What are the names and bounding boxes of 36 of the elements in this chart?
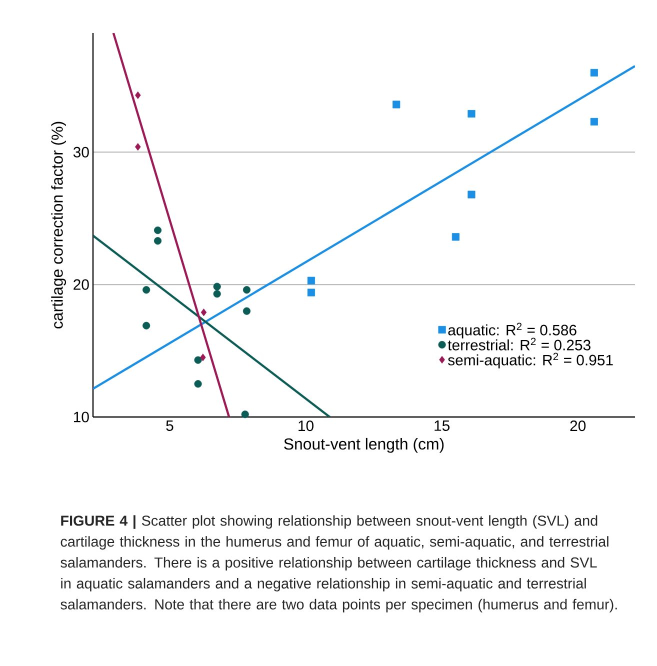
point: [200, 308, 207, 316]
y-tick-label: 10: [74, 412, 89, 422]
legend-label: aquatic: R$^{2}$ = 0.586: [448, 322, 576, 338]
point: [213, 282, 221, 290]
point: [392, 100, 400, 108]
point: [452, 233, 460, 241]
point: [154, 237, 162, 245]
point: [200, 354, 206, 362]
point: [142, 286, 150, 294]
point: [194, 356, 202, 364]
point: [590, 118, 598, 126]
point: [468, 190, 476, 198]
x-tick-label: 20: [570, 420, 586, 432]
legend-label: terrestrial: R$^{2}$ = 0.253: [448, 338, 590, 350]
point: [213, 290, 221, 298]
point: [142, 322, 150, 330]
x-tick-label: 5: [166, 420, 174, 431]
point: [135, 91, 141, 100]
point: [154, 226, 162, 234]
point: [468, 110, 476, 118]
point: [590, 68, 598, 77]
y-tick-label: 20: [74, 279, 89, 290]
y-tick-label: 30: [73, 146, 89, 158]
x-axis-title: Snout-vent length (cm): [284, 438, 444, 453]
legend-label: semi-aquatic: R$^{2}$ = 0.951: [448, 352, 613, 368]
point: [135, 143, 141, 151]
point: [242, 286, 251, 294]
x-tick-label: 15: [434, 420, 450, 431]
text: FIGURE 4 | Scatter plot showing relationship between snout-vent length (SVL) and cartilage thickness in the humerus and femur of aquatic, semi-aquatic, and terrestrial salamanders. There is a positive relationship between cartilage thickness and SVL in aquatic salamanders and a negative relationship in semi-aquatic and terrestrial salamanders. Note that there are two data points per specimen (humerus and femur).: [60, 515, 617, 612]
point: [307, 288, 316, 296]
point: [241, 410, 249, 418]
x-tick-label: 10: [298, 420, 314, 432]
point: [307, 276, 316, 284]
point: [242, 307, 251, 315]
y-axis-title: cartilage correction factor (%): [51, 122, 66, 328]
point: [194, 380, 202, 388]
